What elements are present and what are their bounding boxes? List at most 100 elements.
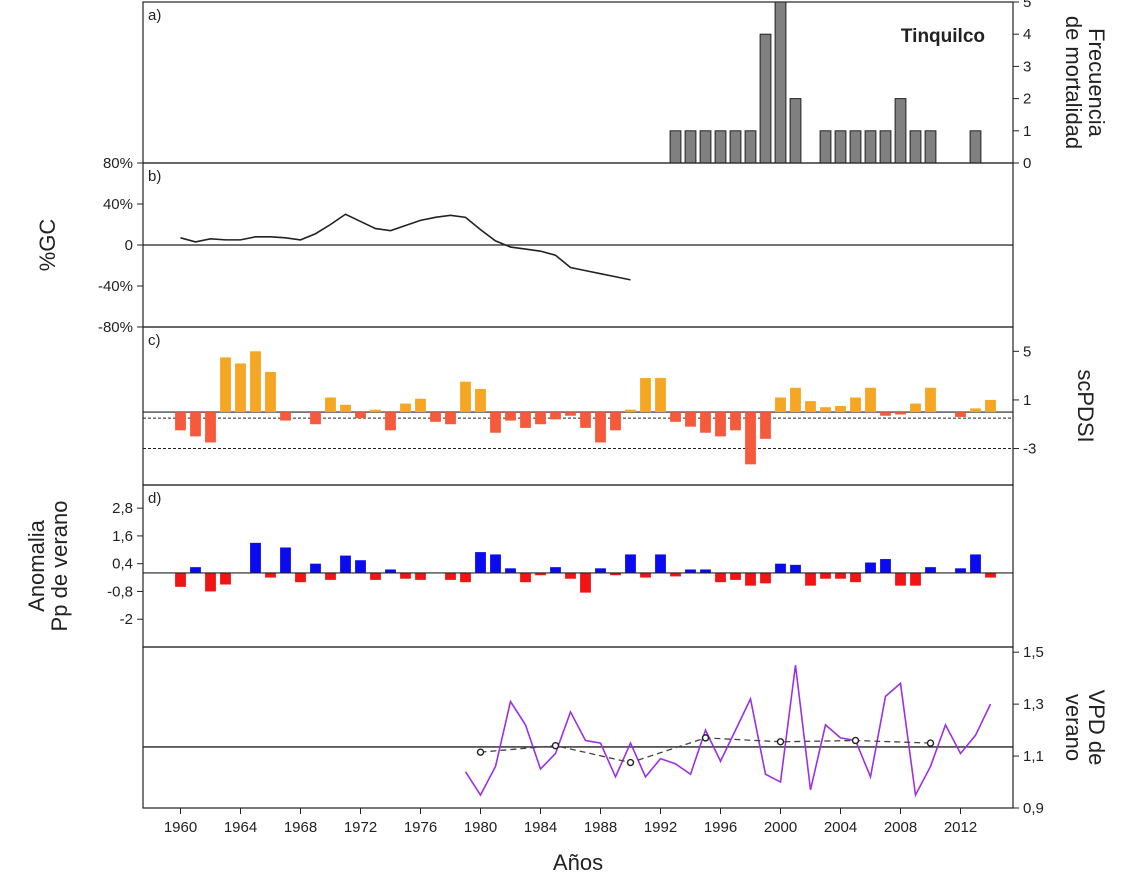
panel-d-ylabel: AnomaliaPp de verano: [24, 501, 72, 632]
precip-bar: [985, 572, 996, 578]
mortality-bar: [894, 98, 907, 164]
panel-c-ytick-label: -3: [1023, 441, 1036, 458]
panel-a-mortality: a) 0 1 2 3 4 5 Frecuenciade mortalidad Tinquilco: [142, 0, 1109, 172]
x-tick-label: 2008: [884, 819, 917, 836]
scpdsi-bar: [325, 397, 336, 413]
vpd-smoothed-point: [926, 739, 935, 747]
precip-bar: [550, 567, 561, 573]
x-tick-label: 1984: [524, 819, 557, 836]
precip-bar: [775, 563, 786, 573]
precip-bar: [880, 559, 891, 573]
scpdsi-bar: [685, 412, 696, 427]
precip-bar: [280, 547, 291, 573]
precip-bar: [505, 568, 516, 573]
panel-a-ylabel-line: Frecuencia: [1084, 28, 1109, 138]
precip-bar: [820, 572, 831, 579]
mortality-bar: [774, 1, 787, 164]
precip-bar: [340, 555, 351, 573]
scpdsi-bar: [535, 412, 546, 425]
panel-c-ylabel-line: scPDSI: [1073, 369, 1098, 442]
vpd-smoothed-point: [776, 738, 785, 746]
panel-a-ytick-label: 1: [1023, 123, 1031, 140]
scpdsi-bar: [505, 412, 516, 421]
panel-c-scpdsi: c) -3 1 5 scPDSI: [142, 326, 1098, 486]
vpd-smoothed-point: [851, 736, 860, 745]
precip-bar: [535, 572, 546, 576]
scpdsi-bar: [460, 381, 471, 413]
mortality-bar: [714, 130, 727, 164]
precip-bar: [580, 572, 591, 593]
mortality-bar: [819, 130, 832, 164]
x-tick-label: 1964: [224, 819, 257, 836]
precip-bar: [955, 568, 966, 573]
panel-d-ytick-label: -0,8: [107, 583, 133, 600]
scpdsi-bar: [820, 407, 831, 413]
x-tick-label: 1988: [584, 819, 617, 836]
scpdsi-bar: [430, 412, 441, 422]
panel-c-ytick-label: 1: [1023, 392, 1031, 409]
panel-e-ytick-label: 1,1: [1023, 748, 1044, 765]
precip-bar: [865, 562, 876, 573]
scpdsi-bar: [880, 412, 891, 416]
precip-bar: [805, 572, 816, 586]
vpd-smoothed-point: [701, 734, 710, 742]
precip-bar: [325, 572, 336, 580]
scpdsi-bar: [550, 412, 561, 420]
panel-c-label: c): [148, 332, 161, 349]
gc-series-line: [180, 213, 631, 281]
panel-e-ytick-label: 1,5: [1023, 644, 1044, 661]
scpdsi-bar: [250, 351, 261, 413]
precip-bar: [295, 572, 306, 583]
precip-bar: [655, 554, 666, 573]
panel-a-ytick-label: 4: [1023, 26, 1031, 43]
scpdsi-bar: [490, 412, 501, 433]
precip-bar: [565, 572, 576, 579]
x-tick-label: 1972: [344, 819, 377, 836]
scpdsi-bar: [640, 378, 651, 413]
precip-bar: [490, 554, 501, 573]
panel-d-ytick-label: 2,8: [112, 500, 133, 517]
panel-a-ytick-label: 0: [1023, 155, 1031, 172]
precip-bar: [310, 563, 321, 573]
panel-e-ylabel: VPD deverano: [1061, 690, 1109, 766]
scpdsi-bar: [400, 403, 411, 413]
scpdsi-bar: [970, 408, 981, 413]
panel-a-label: a): [148, 7, 161, 24]
scpdsi-bar: [175, 412, 186, 431]
precip-bar: [640, 572, 651, 578]
scpdsi-bar: [775, 397, 786, 413]
scpdsi-bar: [235, 363, 246, 413]
mortality-bar: [669, 130, 682, 164]
mortality-bar: [909, 130, 922, 164]
vpd-smoothed-point: [626, 758, 635, 767]
panel-a-ytick-label: 5: [1023, 0, 1031, 11]
panel-c-ytick-label: 5: [1023, 343, 1031, 360]
mortality-bar: [789, 98, 802, 164]
scpdsi-bar: [895, 412, 906, 415]
scpdsi-bar: [655, 378, 666, 413]
panel-b-ytick-label: 40%: [103, 196, 133, 213]
scpdsi-bar: [445, 412, 456, 425]
site-annotation: Tinquilco: [901, 26, 985, 47]
scpdsi-bar: [925, 387, 936, 413]
precip-bar: [520, 572, 531, 583]
precip-bar: [400, 572, 411, 579]
precip-bar: [370, 572, 381, 580]
mortality-bar: [759, 33, 772, 164]
panel-b-ytick-label: -80%: [98, 319, 133, 336]
precip-bar: [790, 564, 801, 573]
precip-bar: [625, 554, 636, 573]
panel-a-ylabel-line: de mortalidad: [1061, 16, 1086, 149]
mortality-bar: [924, 130, 937, 164]
precip-bar: [265, 572, 276, 578]
vpd-smoothed-point: [476, 748, 485, 756]
scpdsi-bar: [985, 399, 996, 413]
scpdsi-bar: [910, 403, 921, 413]
precip-bar: [415, 572, 426, 580]
panel-b-ylabel-line: %GC: [35, 219, 60, 272]
scpdsi-bar: [565, 412, 576, 416]
scpdsi-bar: [790, 387, 801, 413]
panel-e-ylabel-line: verano: [1061, 694, 1086, 761]
scpdsi-bar: [385, 412, 396, 431]
mortality-bar: [834, 130, 847, 164]
